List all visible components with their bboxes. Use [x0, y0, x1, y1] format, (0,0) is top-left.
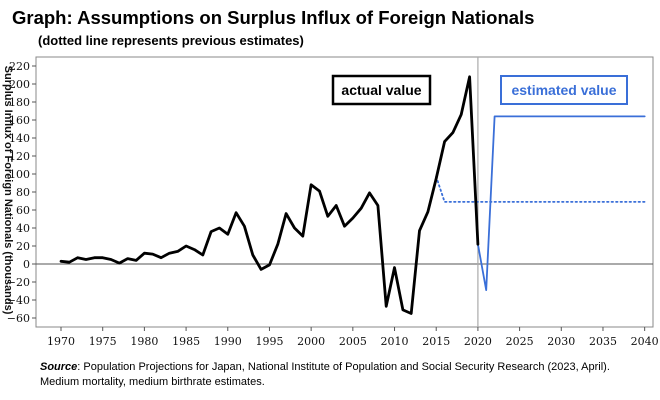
y-tick-label: −60 — [7, 312, 30, 325]
series-previous-line — [435, 175, 646, 203]
x-tick-label: 2040 — [631, 335, 659, 348]
x-tick-label: 2010 — [381, 335, 409, 348]
annotation-actual-label: actual value — [341, 82, 421, 98]
source-label: Source — [40, 361, 78, 373]
series-actual-line — [59, 75, 480, 315]
source-note: Source: Population Projections for Japan… — [40, 360, 640, 390]
y-tick-label: 40 — [16, 222, 30, 235]
x-tick-label: 2025 — [506, 335, 534, 348]
x-tick-label: 1995 — [255, 335, 283, 348]
y-tick-label: 200 — [9, 78, 30, 91]
x-tick-label: 1990 — [214, 335, 242, 348]
x-tick-label: 1985 — [172, 335, 200, 348]
y-tick-label: 20 — [16, 240, 30, 253]
axes: −60−40−200204060801001201401601802002201… — [7, 57, 659, 348]
y-tick-label: 0 — [23, 258, 30, 271]
x-tick-label: 2030 — [547, 335, 575, 348]
x-tick-label: 2015 — [422, 335, 450, 348]
x-tick-label: 1980 — [130, 335, 158, 348]
y-tick-label: −40 — [7, 294, 30, 307]
chart-subtitle: (dotted line represents previous estimat… — [38, 33, 304, 48]
source-text: : Population Projections for Japan, Nati… — [40, 361, 610, 388]
annotation-estimated-label: estimated value — [511, 82, 616, 98]
y-axis-label: Surplus Influx of Foreign Nationals (tho… — [2, 66, 14, 315]
y-tick-label: 120 — [9, 150, 30, 163]
x-tick-label: 2020 — [464, 335, 492, 348]
annotation-estimated-box — [500, 75, 628, 105]
y-tick-label: 60 — [16, 204, 30, 217]
x-tick-label: 1975 — [89, 335, 117, 348]
x-tick-label: 2005 — [339, 335, 367, 348]
annotation-actual-box — [331, 74, 432, 106]
line-chart: −60−40−200204060801001201401601802002201… — [2, 56, 659, 348]
annotations: actual value estimated value — [331, 74, 628, 106]
y-tick-label: 100 — [9, 168, 30, 181]
x-tick-label: 2000 — [297, 335, 325, 348]
y-tick-label: 180 — [9, 96, 30, 109]
x-tick-label: 1970 — [47, 335, 75, 348]
series-lines — [59, 75, 646, 315]
y-tick-label: −20 — [7, 276, 30, 289]
chart-title: Graph: Assumptions on Surplus Influx of … — [12, 7, 535, 28]
x-tick-label: 2035 — [589, 335, 617, 348]
y-tick-label: 220 — [9, 60, 30, 73]
series-estimated-line — [476, 115, 646, 292]
y-tick-label: 160 — [9, 114, 30, 127]
y-tick-label: 80 — [16, 186, 30, 199]
y-tick-label: 140 — [9, 132, 30, 145]
